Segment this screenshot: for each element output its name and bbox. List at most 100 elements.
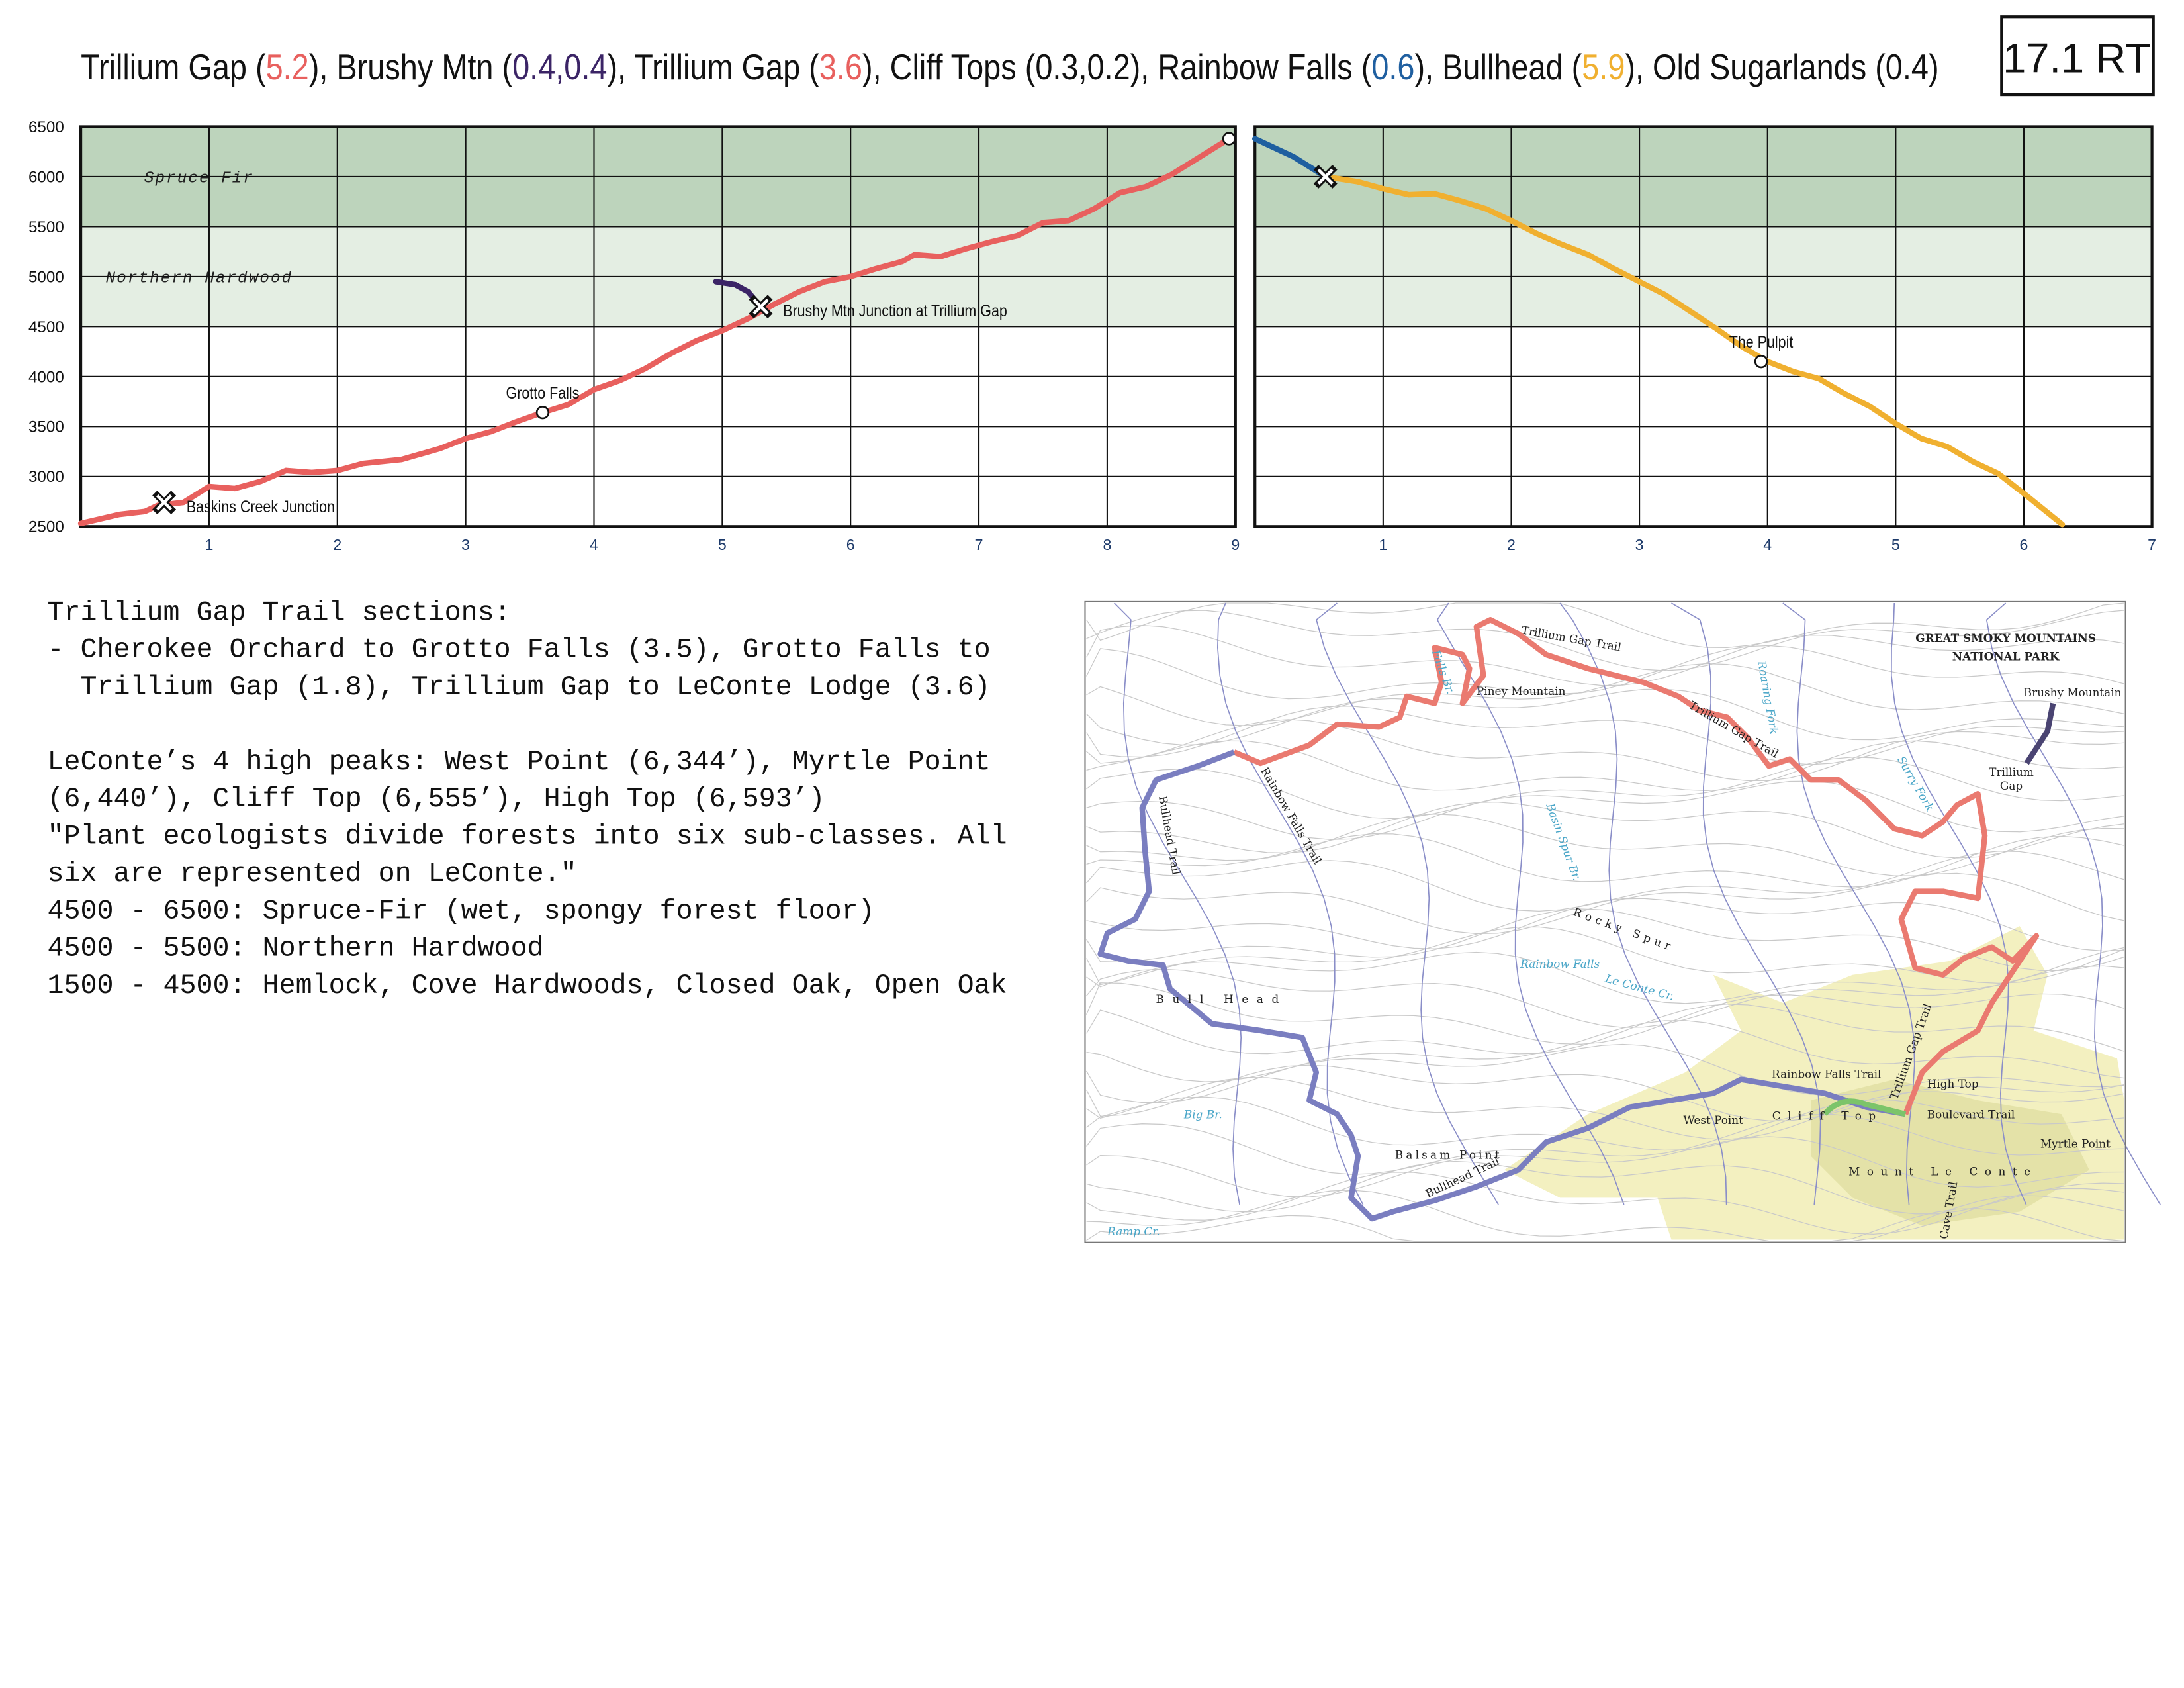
stream	[1559, 602, 1727, 1205]
title-run: 0.4,0.4	[512, 46, 607, 87]
note-line: "Plant ecologists divide forests into si…	[48, 821, 1007, 853]
contour-line	[1086, 1136, 2124, 1197]
x-tick-label: 1	[1379, 536, 1387, 553]
point-marker	[1222, 132, 1236, 146]
contour-line	[1086, 780, 2124, 840]
contour-line	[1086, 645, 2124, 700]
x-tick-label: 7	[2148, 536, 2156, 553]
elevation-line	[1322, 173, 2066, 528]
title-run: ), Trillium Gap (	[607, 46, 819, 87]
map-label: NATIONAL PARK	[1952, 649, 2060, 663]
stream	[1671, 602, 1821, 1205]
x-tick-label: 3	[1635, 536, 1644, 553]
x-tick-label: 1	[205, 536, 213, 553]
note-line: Trillium Gap (1.8), Trillium Gap to LeCo…	[48, 671, 991, 703]
note-line: Trillium Gap Trail sections:	[48, 596, 511, 628]
note-line: (6,440’), Cliff Top (6,555’), High Top (…	[48, 783, 825, 815]
map: GREAT SMOKY MOUNTAINS NATIONAL PARK Brus…	[1084, 600, 2161, 1243]
contour-line	[1086, 965, 2124, 1028]
title-run: 0.6	[1371, 46, 1414, 87]
stream	[1985, 602, 2161, 1205]
contour-line	[1086, 833, 2124, 888]
contour-line	[1086, 947, 2124, 1004]
title-run: 3.6	[819, 46, 862, 87]
contour-line	[1086, 908, 2124, 971]
contour-line	[1086, 802, 2124, 859]
x-tick-label: 3	[461, 536, 470, 553]
stream	[1316, 602, 1499, 1205]
y-tick-label: 4500	[28, 318, 64, 336]
contour-line	[1086, 1076, 2124, 1140]
contour-line	[1086, 688, 2124, 746]
contour-line	[1086, 1208, 2124, 1242]
band-label: Spruce Fir	[144, 169, 254, 187]
stream	[1890, 602, 2027, 1205]
x-tick-label: 5	[1891, 536, 1900, 553]
y-tick-label: 3000	[28, 468, 64, 486]
map-label: Piney Mountain	[1477, 684, 1566, 698]
map-label: Trillium	[1989, 765, 2034, 778]
title-run: ), Bullhead (	[1415, 46, 1582, 87]
y-tick-label: 3500	[28, 418, 64, 436]
cliff-tops-trail	[1822, 1098, 1907, 1117]
page-title: Trillium Gap (5.2), Brushy Mtn (0.4,0.4)…	[81, 46, 1939, 87]
x-tick-label: 2	[1507, 536, 1516, 553]
contour-line	[1086, 663, 2124, 726]
note-line: 1500 - 4500: Hemlock, Cove Hardwoods, Cl…	[48, 970, 1007, 1002]
title-run: Trillium Gap (	[81, 46, 266, 87]
contour-line	[1086, 757, 2124, 820]
note-line: - Cherokee Orchard to Grotto Falls (3.5)…	[48, 634, 991, 666]
marker-fill	[156, 494, 173, 511]
title-run: ), Cliff Tops (0.3,0.2), Rainbow Falls (	[862, 46, 1371, 87]
brushy-mountain-trail	[2024, 702, 2056, 765]
contour-line	[1086, 872, 2124, 935]
contour-line	[1086, 814, 2124, 876]
title-run: ), Brushy Mtn (	[309, 46, 512, 87]
x-tick-label: 9	[1231, 536, 1240, 553]
map-label: Cliff Top	[1772, 1109, 1883, 1123]
annotation-label: Grotto Falls	[506, 384, 580, 402]
y-tick-label: 2500	[28, 518, 64, 536]
map-label: High Top	[1927, 1077, 1979, 1090]
map-label: Gap	[2000, 779, 2023, 792]
trillium-gap-trail	[1233, 617, 2040, 1115]
stream	[1114, 602, 1242, 1205]
map-label: Bull Head	[1156, 992, 1287, 1006]
note-line: six are represented on LeConte."	[48, 858, 577, 890]
map-label: Brushy Mountain	[2024, 686, 2122, 699]
contour-line	[1086, 982, 2124, 1045]
contour-line	[1086, 1020, 2124, 1082]
y-tick-label: 5500	[28, 218, 64, 236]
y-tick-label: 6000	[28, 168, 64, 186]
x-tick-label: 6	[2020, 536, 2028, 553]
note-line: 4500 - 6500: Spruce-Fir (wet, spongy for…	[48, 895, 875, 927]
contour-line	[1086, 719, 2124, 782]
map-water-label: Rainbow Falls	[1520, 957, 1600, 970]
point-marker	[535, 405, 550, 420]
y-tick-label: 6500	[28, 118, 64, 136]
badge: 17.1 RT	[2003, 35, 2150, 81]
map-label: West Point	[1683, 1113, 1743, 1127]
plot-frame	[79, 125, 1237, 528]
x-tick-label: 2	[333, 536, 341, 553]
y-tick-label: 4000	[28, 368, 64, 386]
point-marker	[1754, 355, 1768, 369]
contour-line	[1086, 1043, 2124, 1103]
x-tick-label: 4	[1763, 536, 1772, 553]
stream	[1216, 602, 1364, 1205]
contour-line	[1086, 926, 2124, 986]
contour-line	[1086, 625, 2124, 686]
contour-line	[1086, 1160, 2124, 1215]
marker-fill	[1317, 168, 1334, 185]
contour-line	[1086, 740, 2124, 792]
stream	[1436, 602, 1625, 1205]
plot-frame	[1253, 125, 2154, 528]
annotation-label: Baskins Creek Junction	[187, 497, 335, 516]
x-tick-label: 4	[590, 536, 598, 553]
map-label: Myrtle Point	[2040, 1137, 2111, 1150]
note-line: 4500 - 5500: Northern Hardwood	[48, 933, 544, 964]
contours	[1086, 602, 2161, 1242]
map-label: Rainbow Falls Trail	[1772, 1067, 1881, 1080]
junction-marker	[152, 491, 177, 515]
